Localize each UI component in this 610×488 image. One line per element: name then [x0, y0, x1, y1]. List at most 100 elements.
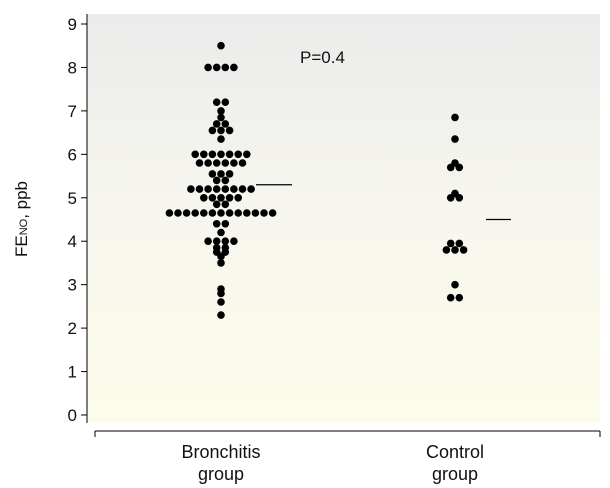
data-point [200, 194, 208, 202]
data-point [268, 209, 277, 217]
y-tick-label: 2 [68, 319, 77, 338]
data-point [446, 194, 455, 202]
data-point [451, 280, 459, 289]
data-point [217, 311, 225, 319]
data-point [234, 150, 242, 159]
data-point [451, 246, 459, 254]
data-point [225, 126, 234, 135]
data-point [195, 185, 204, 193]
y-tick-label: 1 [68, 363, 77, 382]
data-point [208, 170, 217, 178]
data-point [217, 107, 225, 115]
p-value-annotation: P=0.4 [300, 48, 345, 67]
plot-area [87, 14, 600, 423]
data-point [217, 209, 225, 217]
data-point [442, 246, 451, 254]
data-point [191, 209, 199, 217]
y-tick-label: 7 [68, 102, 77, 121]
data-point [204, 159, 212, 167]
data-point [212, 200, 221, 209]
category-label-bronchitis-line2: group [198, 464, 244, 484]
data-point [212, 159, 221, 167]
data-point [238, 185, 247, 193]
data-point [165, 209, 174, 217]
data-point [243, 209, 251, 217]
data-point [174, 209, 182, 217]
data-point [217, 170, 225, 178]
data-point [247, 185, 255, 193]
data-point [217, 298, 225, 306]
data-point [182, 209, 191, 217]
data-point [234, 194, 242, 202]
category-label-control: Control group [426, 442, 484, 484]
y-axis-title-rest: , ppb [12, 181, 31, 219]
y-tick-label: 6 [68, 145, 77, 164]
data-point [212, 98, 221, 106]
data-point [230, 237, 238, 245]
data-point [191, 150, 199, 159]
data-point [225, 194, 234, 202]
data-point [195, 159, 204, 167]
data-point [446, 163, 455, 172]
data-point [217, 135, 225, 143]
data-point [187, 185, 195, 193]
data-point [212, 120, 221, 128]
y-tick-label: 9 [68, 15, 77, 34]
data-point [260, 209, 268, 217]
data-point [217, 252, 225, 261]
data-point [217, 150, 225, 159]
data-point [459, 246, 468, 254]
category-label-control-line2: group [432, 464, 478, 484]
data-point [208, 126, 217, 135]
data-point [221, 98, 230, 106]
data-point [221, 176, 230, 185]
data-point [251, 209, 260, 217]
data-point [455, 293, 464, 302]
category-label-bronchitis-line1: Bronchitis [181, 442, 260, 462]
data-point [230, 63, 238, 72]
data-point [217, 41, 225, 50]
category-label-control-line1: Control [426, 442, 484, 462]
data-point [208, 194, 217, 202]
data-point [221, 159, 230, 167]
data-point [208, 150, 217, 159]
data-point [446, 293, 455, 302]
data-point [212, 176, 221, 185]
data-point [451, 135, 459, 143]
data-point [221, 237, 230, 245]
data-point [221, 220, 230, 228]
data-point [243, 150, 251, 159]
data-point [455, 163, 464, 172]
data-point [212, 185, 221, 193]
y-axis-title: FENO, ppb [12, 181, 31, 257]
data-point [212, 237, 221, 245]
data-point [204, 63, 212, 72]
data-point [230, 159, 238, 167]
y-tick-label: 8 [68, 58, 77, 77]
data-point [455, 239, 464, 248]
data-point [217, 289, 225, 298]
data-point [221, 63, 230, 72]
data-point [225, 150, 234, 159]
y-tick-label: 5 [68, 189, 77, 208]
data-point [204, 185, 212, 193]
y-axis-title-sub: NO [18, 218, 30, 235]
data-point [221, 200, 230, 209]
data-point [217, 113, 225, 122]
data-point [451, 113, 459, 122]
data-point [217, 259, 225, 267]
data-point [221, 120, 230, 128]
data-point [217, 228, 225, 237]
data-point [455, 194, 464, 202]
data-point [225, 170, 234, 178]
data-point [446, 239, 455, 248]
data-point [200, 150, 208, 159]
y-tick-label: 3 [68, 276, 77, 295]
y-tick-label: 4 [68, 232, 77, 251]
data-point [221, 185, 230, 193]
data-point [200, 209, 208, 217]
data-point [234, 209, 242, 217]
data-point [238, 159, 247, 167]
data-point [217, 126, 225, 135]
